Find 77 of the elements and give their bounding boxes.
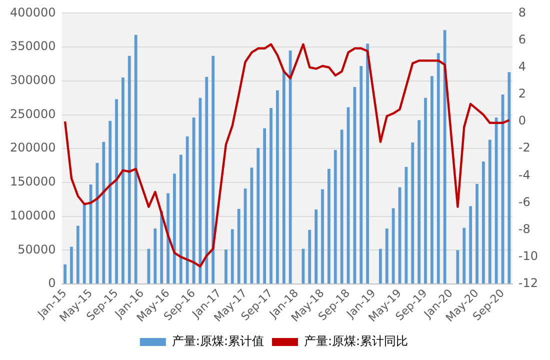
y-tick-label: 50000 (18, 242, 56, 256)
legend-label: 产量:原煤:累计值 (172, 334, 264, 348)
bar (166, 193, 170, 284)
bar (456, 250, 460, 284)
legend-label: 产量:原煤:累计同比 (304, 334, 408, 348)
bar (128, 56, 131, 284)
bar (469, 206, 472, 284)
y-tick-label: 400000 (10, 5, 56, 20)
bar (288, 50, 292, 284)
bar (482, 161, 485, 284)
y-tick-label: 150000 (10, 174, 56, 189)
bar (327, 168, 330, 284)
bar (122, 78, 124, 284)
bar (134, 34, 138, 284)
bar (314, 210, 318, 284)
bar (263, 128, 266, 284)
bar (353, 87, 356, 284)
bar (186, 136, 189, 284)
bar (378, 248, 382, 284)
bar (476, 184, 478, 284)
bar (212, 56, 215, 284)
y2-tick-label: 4 (518, 59, 526, 74)
bar (418, 120, 421, 284)
bar (302, 248, 305, 284)
y2-tick-label: -8 (518, 222, 530, 236)
bar (276, 90, 279, 284)
y2-tick-label: 6 (518, 32, 526, 46)
bar (76, 226, 80, 284)
bar (70, 246, 73, 284)
bar (334, 150, 337, 284)
bar (436, 53, 440, 284)
y2-tick-label: 0 (518, 114, 526, 128)
bar (179, 154, 182, 284)
bar (443, 30, 446, 284)
bar (392, 208, 395, 284)
y-tick-label: 0 (48, 276, 56, 290)
y2-tick-label: -4 (518, 168, 530, 182)
bar (366, 44, 370, 284)
bar (508, 72, 511, 284)
y2-tick-label: -12 (518, 276, 538, 290)
bar (321, 189, 324, 284)
bar (488, 140, 492, 284)
bar (154, 228, 157, 284)
y-tick-label: 350000 (10, 39, 56, 54)
bar (411, 142, 414, 284)
bar (160, 210, 164, 284)
bar (385, 228, 388, 284)
bar (404, 166, 408, 284)
y-tick-label: 100000 (10, 208, 56, 222)
bar (237, 208, 240, 284)
bar (308, 230, 312, 284)
y2-tick-label: -2 (518, 140, 530, 155)
y-tick-label: 200000 (10, 140, 56, 155)
bar (360, 66, 363, 284)
bar (205, 76, 208, 284)
bar (340, 130, 344, 284)
bar (282, 71, 286, 284)
bar (64, 264, 66, 284)
bar (108, 120, 112, 284)
y2-tick-label: 8 (518, 5, 526, 20)
bar (270, 108, 272, 284)
bar (230, 229, 234, 284)
bar (102, 142, 106, 284)
bar (424, 98, 427, 284)
bar (115, 99, 118, 284)
bar (494, 117, 498, 284)
bar (256, 148, 260, 284)
y2-tick-label: -6 (518, 194, 530, 209)
y2-tick-label: 2 (518, 86, 526, 101)
y-tick-label: 250000 (10, 106, 56, 121)
bar (224, 249, 228, 284)
y-tick-label: 300000 (10, 73, 56, 88)
bar (173, 174, 176, 284)
bar (82, 204, 86, 284)
bar (462, 228, 466, 284)
y2-tick-label: -10 (518, 249, 538, 264)
bar (430, 76, 434, 284)
